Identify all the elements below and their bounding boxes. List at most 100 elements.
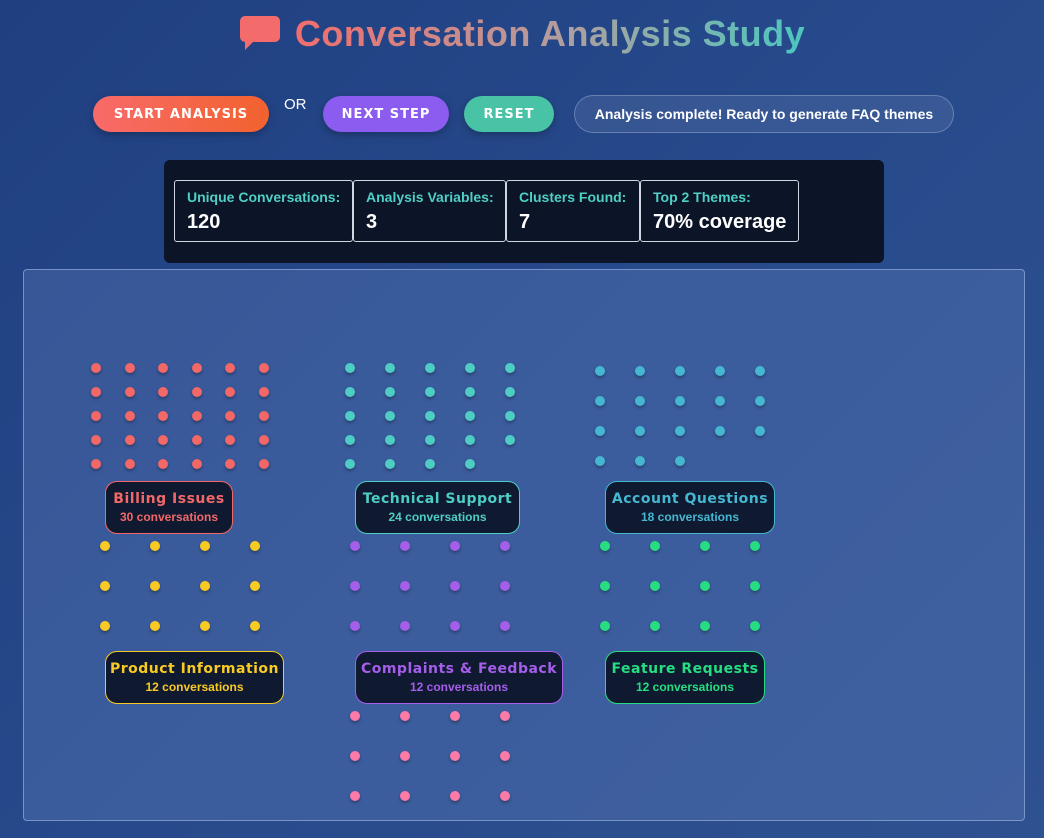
conversation-dot[interactable]	[505, 411, 515, 421]
cluster-label-billing[interactable]: Billing Issues 30 conversations	[105, 481, 233, 534]
conversation-dot[interactable]	[345, 411, 355, 421]
conversation-dot[interactable]	[91, 363, 101, 373]
conversation-dot[interactable]	[505, 363, 515, 373]
conversation-dot[interactable]	[635, 396, 645, 406]
conversation-dot[interactable]	[225, 459, 235, 469]
cluster-label-complaints[interactable]: Complaints & Feedback 12 conversations	[355, 651, 563, 704]
conversation-dot[interactable]	[650, 621, 660, 631]
conversation-dot[interactable]	[675, 456, 685, 466]
conversation-dot[interactable]	[450, 581, 460, 591]
conversation-dot[interactable]	[350, 711, 360, 721]
conversation-dot[interactable]	[465, 387, 475, 397]
conversation-dot[interactable]	[385, 387, 395, 397]
conversation-dot[interactable]	[345, 363, 355, 373]
conversation-dot[interactable]	[345, 435, 355, 445]
conversation-dot[interactable]	[259, 459, 269, 469]
conversation-dot[interactable]	[400, 751, 410, 761]
conversation-dot[interactable]	[650, 541, 660, 551]
conversation-dot[interactable]	[259, 435, 269, 445]
conversation-dot[interactable]	[505, 387, 515, 397]
conversation-dot[interactable]	[192, 435, 202, 445]
conversation-dot[interactable]	[450, 541, 460, 551]
conversation-dot[interactable]	[700, 621, 710, 631]
reset-button[interactable]: RESET	[464, 96, 554, 132]
conversation-dot[interactable]	[595, 366, 605, 376]
conversation-dot[interactable]	[345, 459, 355, 469]
conversation-dot[interactable]	[259, 387, 269, 397]
conversation-dot[interactable]	[200, 621, 210, 631]
conversation-dot[interactable]	[600, 621, 610, 631]
conversation-dot[interactable]	[675, 366, 685, 376]
conversation-dot[interactable]	[158, 411, 168, 421]
conversation-dot[interactable]	[150, 541, 160, 551]
conversation-dot[interactable]	[400, 791, 410, 801]
conversation-dot[interactable]	[425, 435, 435, 445]
conversation-dot[interactable]	[125, 387, 135, 397]
conversation-dot[interactable]	[465, 459, 475, 469]
conversation-dot[interactable]	[192, 387, 202, 397]
conversation-dot[interactable]	[385, 459, 395, 469]
conversation-dot[interactable]	[91, 411, 101, 421]
start-analysis-button[interactable]: START ANALYSIS	[93, 96, 269, 132]
conversation-dot[interactable]	[715, 396, 725, 406]
conversation-dot[interactable]	[635, 456, 645, 466]
conversation-dot[interactable]	[91, 435, 101, 445]
conversation-dot[interactable]	[259, 411, 269, 421]
conversation-dot[interactable]	[465, 363, 475, 373]
conversation-dot[interactable]	[350, 621, 360, 631]
conversation-dot[interactable]	[158, 363, 168, 373]
conversation-dot[interactable]	[425, 459, 435, 469]
conversation-dot[interactable]	[150, 621, 160, 631]
conversation-dot[interactable]	[385, 411, 395, 421]
conversation-dot[interactable]	[675, 396, 685, 406]
conversation-dot[interactable]	[465, 435, 475, 445]
conversation-dot[interactable]	[400, 541, 410, 551]
conversation-dot[interactable]	[600, 581, 610, 591]
conversation-dot[interactable]	[385, 363, 395, 373]
conversation-dot[interactable]	[192, 363, 202, 373]
conversation-dot[interactable]	[225, 387, 235, 397]
conversation-dot[interactable]	[595, 396, 605, 406]
conversation-dot[interactable]	[192, 459, 202, 469]
conversation-dot[interactable]	[250, 541, 260, 551]
conversation-dot[interactable]	[192, 411, 202, 421]
conversation-dot[interactable]	[755, 366, 765, 376]
conversation-dot[interactable]	[650, 581, 660, 591]
conversation-dot[interactable]	[450, 751, 460, 761]
conversation-dot[interactable]	[715, 426, 725, 436]
cluster-label-technical[interactable]: Technical Support 24 conversations	[355, 481, 520, 534]
cluster-label-product[interactable]: Product Information 12 conversations	[105, 651, 284, 704]
cluster-label-account[interactable]: Account Questions 18 conversations	[605, 481, 775, 534]
conversation-dot[interactable]	[100, 541, 110, 551]
conversation-dot[interactable]	[600, 541, 610, 551]
cluster-label-feature[interactable]: Feature Requests 12 conversations	[605, 651, 765, 704]
conversation-dot[interactable]	[125, 411, 135, 421]
conversation-dot[interactable]	[755, 426, 765, 436]
conversation-dot[interactable]	[350, 581, 360, 591]
conversation-dot[interactable]	[150, 581, 160, 591]
conversation-dot[interactable]	[250, 581, 260, 591]
conversation-dot[interactable]	[125, 363, 135, 373]
conversation-dot[interactable]	[755, 396, 765, 406]
conversation-dot[interactable]	[350, 791, 360, 801]
conversation-dot[interactable]	[200, 581, 210, 591]
conversation-dot[interactable]	[700, 581, 710, 591]
conversation-dot[interactable]	[385, 435, 395, 445]
conversation-dot[interactable]	[100, 581, 110, 591]
conversation-dot[interactable]	[225, 435, 235, 445]
conversation-dot[interactable]	[225, 411, 235, 421]
conversation-dot[interactable]	[225, 363, 235, 373]
conversation-dot[interactable]	[465, 411, 475, 421]
conversation-dot[interactable]	[450, 791, 460, 801]
conversation-dot[interactable]	[200, 541, 210, 551]
conversation-dot[interactable]	[505, 435, 515, 445]
conversation-dot[interactable]	[350, 541, 360, 551]
conversation-dot[interactable]	[350, 751, 360, 761]
conversation-dot[interactable]	[158, 387, 168, 397]
conversation-dot[interactable]	[250, 621, 260, 631]
conversation-dot[interactable]	[125, 459, 135, 469]
conversation-dot[interactable]	[635, 366, 645, 376]
conversation-dot[interactable]	[91, 387, 101, 397]
conversation-dot[interactable]	[400, 711, 410, 721]
conversation-dot[interactable]	[425, 411, 435, 421]
